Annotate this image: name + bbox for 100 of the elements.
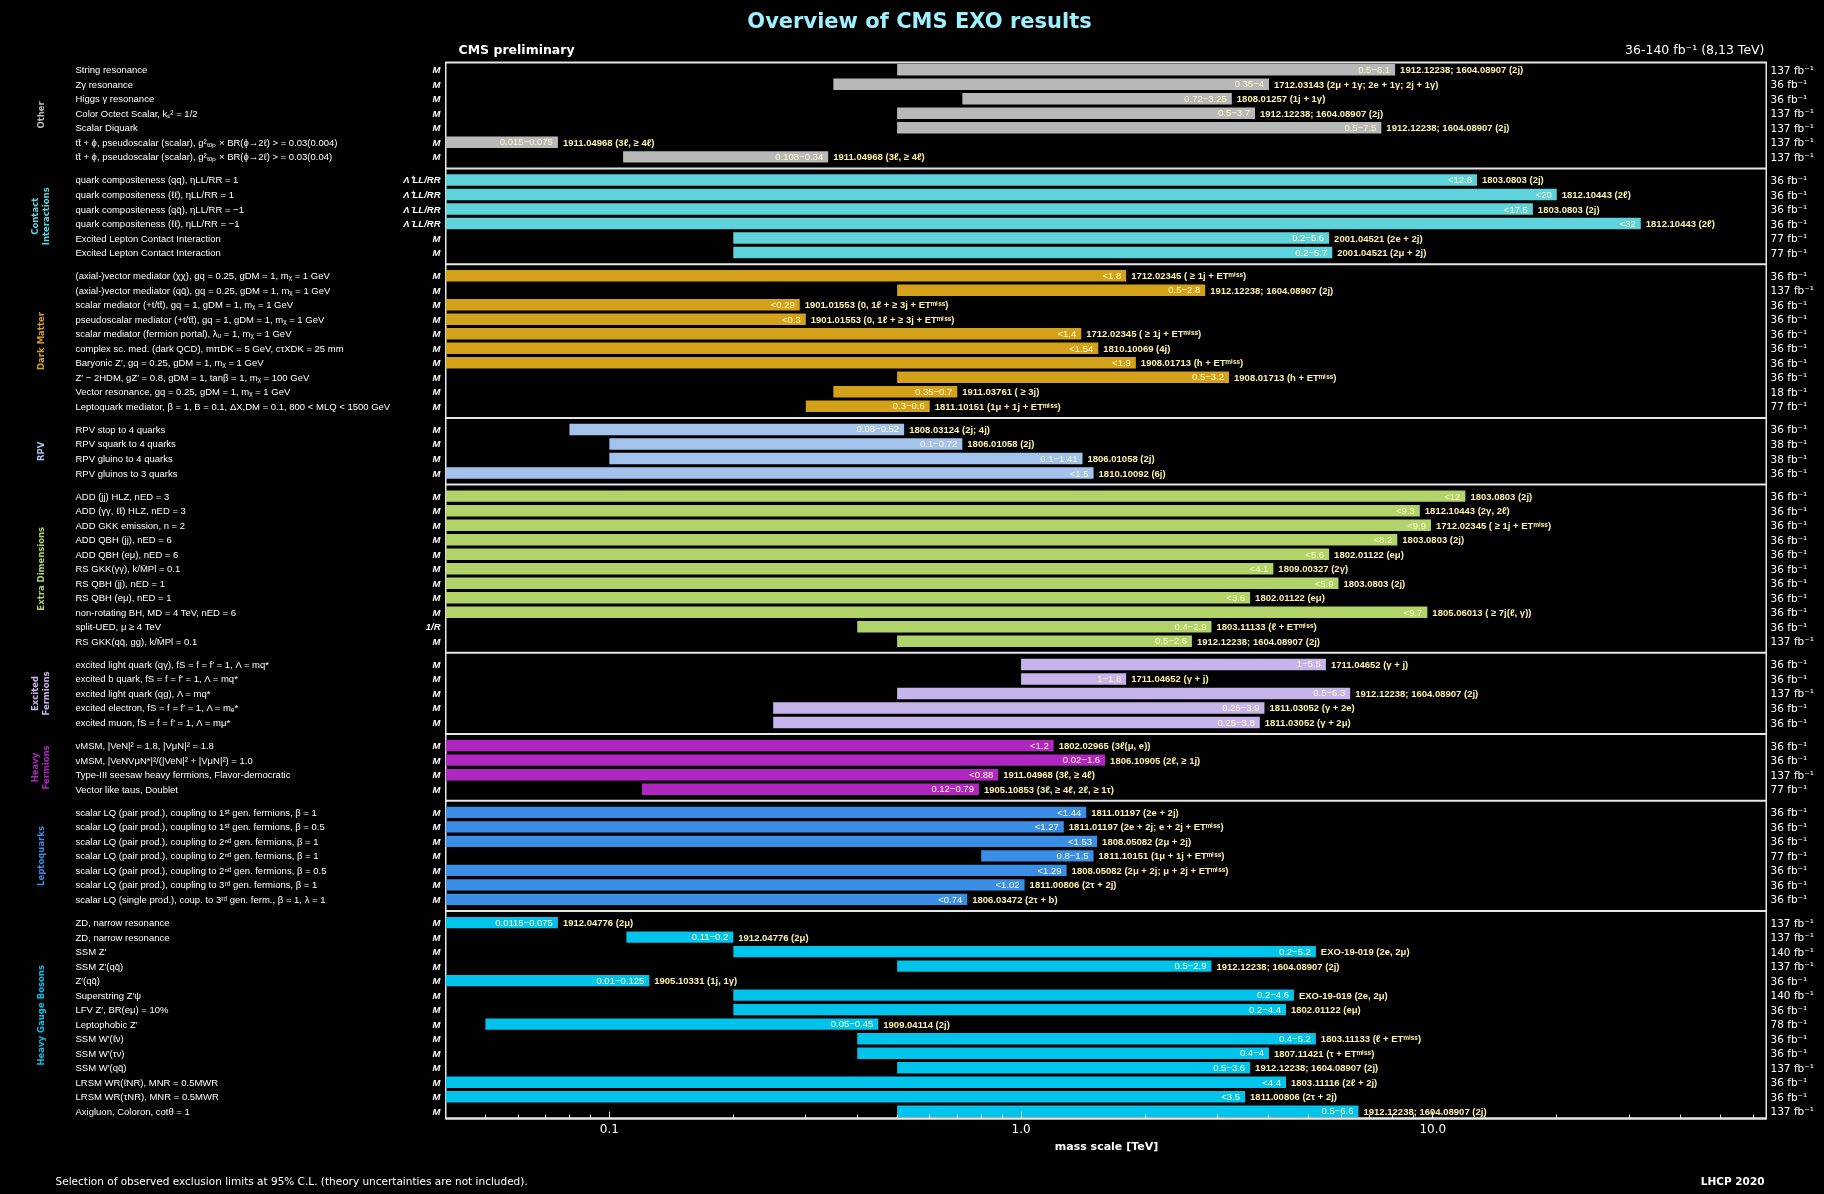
text: M bbox=[432, 702, 442, 714]
text: Λ⁺LL/RR bbox=[402, 174, 441, 186]
text: 36 fb⁻¹ bbox=[1770, 490, 1808, 503]
annotation: 1908.01713 (h + ETᵐⁱˢˢ) bbox=[1140, 357, 1244, 369]
data-label: <5.6 bbox=[1305, 548, 1325, 560]
text: 36 fb⁻¹ bbox=[1770, 562, 1808, 575]
annotation: 1811.00806 (2τ + 2j) bbox=[1029, 879, 1117, 891]
text: Extra Dimensions bbox=[35, 526, 46, 611]
y-tick-label: ADD GKK emission, n = 2 bbox=[75, 519, 186, 531]
text: M bbox=[432, 960, 442, 972]
data-label: <1.54 bbox=[1069, 342, 1094, 354]
data-label: <3.5 bbox=[1221, 1091, 1241, 1103]
y-tick-label: scalar mediator (fermion portal), λᵤ = 1, mᵪ = 1 GeV bbox=[75, 328, 293, 340]
text: M bbox=[432, 107, 442, 119]
data-label: <12 bbox=[1444, 490, 1461, 502]
text: 18 fb⁻¹ bbox=[1770, 385, 1808, 398]
text: M bbox=[432, 592, 442, 604]
y-tick-label: SSM Z′ bbox=[75, 946, 107, 958]
annotation: 1912.12238; 1604.08907 (2j) bbox=[1355, 687, 1479, 699]
y-tick-label: scalar LQ (pair prod.), coupling to 2ⁿᵈ gen. fermions, β = 0.5 bbox=[75, 864, 327, 876]
text: 36 fb⁻¹ bbox=[1770, 78, 1808, 91]
y-tick-label: scalar LQ (single prod.), coup. to 3ʳᵈ gen. ferm., β = 1, λ = 1 bbox=[75, 893, 326, 905]
y-tick-label: Higgs γ resonance bbox=[75, 93, 155, 105]
annotation: 1807.11421 (τ + ETᵐⁱˢˢ) bbox=[1273, 1047, 1375, 1059]
y-tick-label: Z′ − 2HDM, gZ′ = 0.8, gDM = 1, tanβ = 1, mᵪ = 100 GeV bbox=[75, 371, 310, 383]
y-tick-label: quark compositeness (ℓℓ), ηLL/RR = 1 bbox=[75, 189, 234, 200]
y-tick-label: ZD, narrow resonance bbox=[75, 917, 170, 929]
annotation: 0.5−3.7 bbox=[1218, 107, 1251, 119]
text: M bbox=[432, 989, 442, 1001]
annotation: 0.05−0.45 bbox=[830, 1018, 874, 1030]
text: 36 fb⁻¹ bbox=[1770, 974, 1808, 987]
annotation: 1810.10069 (4j) bbox=[1103, 342, 1171, 354]
annotation: 1806.01058 (2j) bbox=[967, 438, 1035, 450]
y-tick-label: String resonance bbox=[75, 64, 148, 76]
text: M bbox=[432, 835, 442, 847]
data-label: <4.1 bbox=[1249, 563, 1269, 575]
text: RPV bbox=[35, 441, 46, 461]
annotation: 1811.03052 (γ + 2μ) bbox=[1264, 717, 1351, 728]
data-label: <1.9 bbox=[1112, 357, 1131, 369]
text: M bbox=[432, 505, 442, 517]
text: M bbox=[432, 658, 442, 670]
annotation: 1912.12238; 1604.08907 (2j) bbox=[1196, 635, 1321, 647]
data-label: <1.02 bbox=[995, 879, 1020, 891]
y-tick-label: scalar LQ (pair prod.), coupling to 2ⁿᵈ gen. fermions, β = 1 bbox=[75, 835, 319, 847]
annotation: 0.1−1.41 bbox=[1040, 452, 1078, 464]
annotation: 1803.0803 (2j) bbox=[1470, 490, 1533, 502]
text: M bbox=[432, 783, 442, 795]
annotation: 1802.01122 (eμ) bbox=[1291, 1004, 1361, 1016]
y-tick-label: νMSM, |VeN|² = 1.8, |VμN|² = 1.8 bbox=[75, 740, 214, 752]
annotation: 0.4−4 bbox=[1239, 1047, 1264, 1059]
annotation: 0.35−4 bbox=[1234, 78, 1264, 90]
y-tick-label: complex sc. med. (dark QCD), mπDK = 5 GeV, cτXDK = 25 mm bbox=[75, 342, 344, 354]
text: 36 fb⁻¹ bbox=[1770, 371, 1808, 384]
text: M bbox=[432, 577, 442, 589]
text: Contact Interactions bbox=[30, 187, 51, 246]
annotation: 1712.03143 (2μ + 1γ; 2e + 1γ; 2j + 1γ) bbox=[1273, 78, 1439, 90]
text: 36 fb⁻¹ bbox=[1770, 754, 1808, 767]
text: 36 fb⁻¹ bbox=[1770, 533, 1808, 546]
y-tick-label: Leptophobic Z′ bbox=[75, 1018, 138, 1030]
text: Excited Fermions bbox=[30, 671, 51, 716]
text: Heavy Gauge Bosons bbox=[35, 965, 46, 1066]
data-label: <3.6 bbox=[1226, 592, 1246, 604]
y-tick-label: RPV squark to 4 quarks bbox=[75, 438, 177, 450]
text: 36 fb⁻¹ bbox=[1770, 269, 1808, 282]
y-tick-label: RPV stop to 4 quarks bbox=[75, 423, 166, 435]
annotation: 1911.04968 (3ℓ, ≥ 4ℓ) bbox=[833, 151, 925, 163]
text: M bbox=[432, 864, 442, 876]
text: M bbox=[432, 1047, 442, 1059]
annotation: 0.5−2.8 bbox=[1168, 284, 1201, 296]
text: 137 fb⁻¹ bbox=[1770, 960, 1814, 973]
x-tick-label: 0.1 bbox=[599, 1121, 619, 1136]
text: M bbox=[432, 893, 442, 905]
text: M bbox=[432, 879, 442, 891]
text: M bbox=[432, 357, 442, 369]
data-label: <0.74 bbox=[938, 893, 963, 905]
y-tick-label: SSM W′(τν) bbox=[75, 1047, 125, 1059]
annotation: 0.2−5.7 bbox=[1295, 246, 1328, 258]
annotation: 1−5.5 bbox=[1296, 658, 1321, 670]
text: 36 fb⁻¹ bbox=[1770, 298, 1808, 311]
y-tick-label: RS QBH (eμ), nED = 1 bbox=[75, 592, 172, 604]
y-tick-label: excited muon, fS = f = f′ = 1, Λ = mμ* bbox=[75, 717, 231, 728]
annotation: 0.4−5.2 bbox=[1278, 1032, 1311, 1044]
y-tick-label: Leptoquark mediator, β = 1, B = 0.1, ΔX,DM = 0.1, 800 < MLQ < 1500 GeV bbox=[75, 400, 391, 412]
text: Heavy Fermions bbox=[30, 745, 51, 790]
y-tick-label: Axigluon, Coloron, cotθ = 1 bbox=[75, 1105, 190, 1117]
y-tick-label: Type-III seesaw heavy fermions, Flavor-democratic bbox=[75, 769, 291, 781]
y-tick-label: scalar mediator (+t/tt̄), gq = 1, gDM = 1, mᵪ = 1 GeV bbox=[75, 299, 294, 311]
annotation: 1901.01553 (0, 1ℓ + ≥ 3j + ETᵐⁱˢˢ) bbox=[804, 299, 949, 311]
annotation: 1811.03052 (γ + 2e) bbox=[1269, 702, 1355, 714]
text: 36 fb⁻¹ bbox=[1770, 504, 1808, 517]
y-tick-label: (axial-)vector mediator (χχ), gq = 0.25, gDM = 1, mᵪ = 1 GeV bbox=[75, 270, 331, 282]
annotation: 2001.04521 (2μ + 2j) bbox=[1337, 247, 1427, 259]
text: 36 fb⁻¹ bbox=[1770, 577, 1808, 590]
text: 36 fb⁻¹ bbox=[1770, 620, 1808, 633]
text: M bbox=[432, 917, 442, 929]
text: 137 fb⁻¹ bbox=[1770, 121, 1814, 134]
text: 36 fb⁻¹ bbox=[1770, 327, 1808, 340]
text: 36 fb⁻¹ bbox=[1770, 467, 1808, 480]
text: Other bbox=[35, 100, 46, 129]
y-tick-label: quark compositeness (qq̄), ηLL/RR = 1 bbox=[75, 174, 239, 186]
